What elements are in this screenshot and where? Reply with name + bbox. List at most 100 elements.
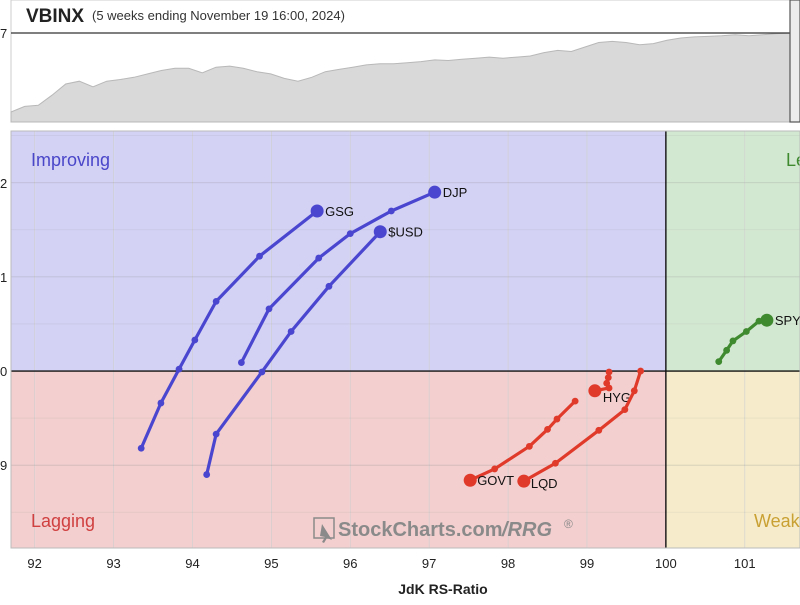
series-govt: GOVT: [463, 397, 579, 488]
series-tail-point: [621, 406, 629, 414]
series-head-point: [588, 384, 602, 398]
series-tail-point: [604, 374, 612, 382]
quadrant-label-improving: Improving: [31, 150, 110, 170]
series-tail-point: [553, 415, 561, 423]
series-djp: DJP: [237, 185, 468, 366]
series-tail-point: [729, 337, 737, 345]
price-area: [10, 32, 791, 123]
series-tail-point: [346, 230, 354, 238]
series-tail-point: [723, 346, 731, 354]
x-axis-ticks: 92 93 94 95 96 97 98 99 100 101: [27, 556, 755, 571]
series-label: DJP: [443, 185, 468, 200]
y-tick-label: 9: [0, 458, 7, 473]
series-tail-point: [595, 426, 603, 434]
series-hyg: HYG: [588, 368, 631, 405]
series-tail-point: [552, 459, 559, 467]
x-tick-label: 101: [734, 556, 756, 571]
x-tick-label: 94: [185, 556, 199, 571]
x-tick-label: 100: [655, 556, 677, 571]
series-tail-point: [605, 384, 613, 392]
watermark-suffix: /RRG: [501, 519, 552, 541]
x-tick-label: 95: [264, 556, 278, 571]
series-tail-point: [525, 442, 533, 450]
series-tail-point: [256, 252, 263, 260]
series-tail-point: [325, 282, 333, 290]
series-head-point: [517, 474, 531, 488]
price-panel: 7 VBINX (5 weeks ending November 19 16:0…: [0, 0, 800, 123]
series-tail-point: [212, 430, 220, 438]
series-tail: [522, 369, 643, 483]
series-tail-point: [387, 207, 395, 215]
series-tail-point: [544, 425, 551, 433]
chart-subtitle: (5 weeks ending November 19 16:00, 2024): [92, 8, 345, 23]
price-scroll-handle[interactable]: [789, 0, 800, 123]
series-label: LQD: [531, 476, 558, 491]
series-usd-usd: $USD: [203, 225, 423, 478]
quadrant-improving-bg: [11, 131, 666, 372]
series-tail-point: [191, 336, 199, 344]
series-tail-point: [605, 368, 613, 376]
quadrant-leading-bg: [665, 131, 800, 372]
series-head-point: [760, 313, 774, 327]
rrg-panel: Improving Leading Lagging Weakening Stoc…: [10, 130, 800, 549]
series-label: GOVT: [477, 473, 514, 488]
x-tick-label: 97: [422, 556, 436, 571]
series-head-point: [463, 473, 477, 487]
price-partial-tick: 7: [0, 26, 7, 41]
series-tail-point: [265, 305, 273, 313]
y-tick-label: 2: [0, 176, 7, 191]
series-head-point: [310, 204, 324, 218]
series-head-point: [373, 225, 387, 239]
x-tick-label: 98: [501, 556, 515, 571]
series-label: $USD: [388, 225, 423, 240]
y-axis-ticks: 2 1 0 9: [0, 176, 7, 473]
x-tick-label: 99: [580, 556, 594, 571]
x-axis-title: JdK RS-Ratio: [398, 581, 487, 597]
series-tail-point: [258, 368, 266, 376]
series-tail-point: [157, 399, 165, 407]
y-tick-label: 1: [0, 270, 7, 285]
series-tail-point: [137, 444, 145, 452]
watermark-reg: ®: [564, 517, 573, 531]
series-gsg: GSG: [137, 204, 354, 452]
series-tail: [468, 399, 577, 482]
series-tail-point: [212, 297, 220, 305]
series-tail: [205, 230, 382, 477]
series-tail-point: [630, 387, 638, 395]
series-tail-point: [491, 465, 499, 473]
series-lqd: LQD: [517, 367, 645, 491]
quadrant-label-weakening: Weakening: [754, 511, 800, 531]
watermark-cursor-icon: [320, 524, 332, 543]
series-label: HYG: [603, 390, 631, 405]
x-tick-label: 93: [106, 556, 120, 571]
x-tick-label: 96: [343, 556, 357, 571]
chart-title: VBINX: [26, 6, 84, 27]
series-tail-point: [637, 367, 645, 375]
series-tail: [239, 190, 437, 365]
quadrant-label-lagging: Lagging: [31, 511, 95, 531]
plot-frame: [10, 130, 800, 549]
series-tail-point: [315, 254, 323, 262]
quadrant-lagging-bg: [11, 371, 666, 548]
series-tail-point: [287, 328, 295, 335]
series-tail-point: [237, 359, 245, 366]
watermark-text: StockCharts.com: [338, 519, 503, 541]
series-tail-point: [203, 471, 211, 478]
watermark: StockCharts.com /RRG ®: [313, 517, 573, 543]
series-spy: SPY: [715, 313, 800, 366]
series-head-point: [428, 185, 442, 199]
series-label: GSG: [325, 204, 354, 219]
series-tail-point: [742, 328, 750, 335]
watermark-logo-icon: [313, 517, 335, 539]
x-tick-label: 92: [27, 556, 41, 571]
quadrant-label-leading: Leading: [786, 150, 800, 170]
series-tail-point: [571, 397, 579, 405]
y-tick-label: 0: [0, 364, 7, 379]
series-tail-point: [715, 358, 723, 366]
series-layer: GSG DJP $USD SPY HYG GOVT LQD: [137, 185, 800, 491]
series-tail-point: [175, 365, 183, 373]
series-label: SPY: [775, 313, 800, 328]
quadrant-weakening-bg: [665, 371, 800, 548]
